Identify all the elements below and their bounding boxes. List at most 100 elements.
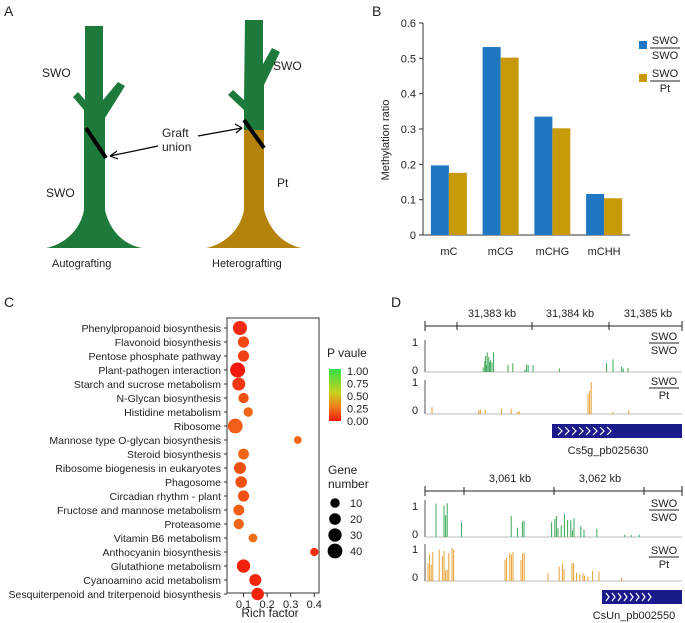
d2-t1-label-top: SWO — [651, 498, 678, 510]
b-legend-swatch-1 — [639, 41, 647, 49]
d1-gene-arrow — [606, 426, 612, 436]
autograft-tree: SWO SWO Autografting — [42, 26, 142, 270]
c-color-gradient — [329, 369, 341, 421]
d1-gene-name: Cs5g_pb025630 — [568, 445, 649, 457]
d2-gene-arrows — [605, 592, 652, 602]
b-bar — [430, 165, 449, 235]
c-dot — [230, 362, 246, 378]
c-xtick-label: 0.4 — [307, 599, 322, 611]
c-dot — [243, 407, 253, 417]
d2-t1-label-bottom: SWO — [651, 512, 678, 524]
d2-tick-label-2: 3,062 kb — [579, 473, 621, 485]
c-pathway-label: Pentose phosphate pathway — [88, 351, 221, 363]
graft-arrow-right-head — [234, 123, 243, 134]
hetero-scion — [228, 20, 280, 140]
c-size-legend-dot — [329, 513, 341, 525]
c-color-tick-label: 0.25 — [347, 404, 368, 416]
d1-t1-ymin: 0 — [412, 365, 418, 377]
c-color-tick-label: 1.00 — [347, 366, 368, 378]
b-xtick-label: mCHG — [536, 246, 570, 258]
d2-gene-name: CsUn_pb002550 — [593, 610, 676, 622]
c-dot — [233, 504, 245, 516]
d1-tick-label-2: 31,384 kb — [546, 308, 594, 320]
b-legend-1-bottom: SWO — [652, 50, 679, 62]
c-dots — [227, 320, 319, 601]
d2-t2-label-top: SWO — [651, 545, 678, 557]
b-bar — [482, 47, 501, 235]
c-dot — [293, 436, 302, 444]
d2-t2-ymin: 0 — [412, 572, 418, 584]
c-color-tick-label: 0.75 — [347, 379, 368, 391]
c-dot — [233, 518, 244, 530]
d1-tick-label-1: 31,383 kb — [468, 308, 516, 320]
c-pathway-label: Cyanoamino acid metabolism — [83, 575, 221, 587]
c-pathway-label: Fructose and mannose metabolism — [57, 505, 221, 517]
c-pathway-label: Ribosome — [174, 421, 221, 433]
d1-t2-label-top: SWO — [651, 376, 678, 388]
c-pathway-label: Phenylpropanoid biosynthesis — [81, 323, 221, 335]
c-pathway-label: Plant-pathogen interaction — [98, 365, 221, 377]
d1-t2-ymax: 1 — [412, 377, 418, 389]
d2-gene-arrow — [605, 592, 610, 602]
c-pathway-label: Phagosome — [165, 477, 221, 489]
c-pathway-label: Anthocyanin biosynthesis — [103, 547, 222, 559]
c-pathway-label: Steroid biosynthesis — [127, 449, 221, 461]
c-size-legend-dot — [330, 498, 340, 508]
c-pathway-label: Proteasome — [164, 519, 221, 531]
d1-t1-bars — [482, 352, 629, 372]
b-ytick-label: 0.2 — [401, 159, 416, 171]
auto-graft-union-line — [84, 126, 108, 160]
graft-arrow-right — [197, 127, 243, 137]
c-dot — [237, 336, 250, 348]
c-size-legend-label: 10 — [350, 498, 362, 510]
b-legend-swatch-2 — [639, 74, 647, 82]
c-dot — [232, 377, 246, 391]
panel-b-label: B — [372, 3, 381, 19]
d2-gene-arrow — [611, 592, 616, 602]
d1-t2-label-bottom: Pt — [659, 390, 669, 402]
c-xtick-label: 0.3 — [283, 599, 298, 611]
c-color-legend-title: P vaule — [327, 346, 367, 360]
d1-gene-arrows — [557, 426, 612, 436]
c-dot — [233, 462, 246, 474]
b-legend-2-bottom: Pt — [660, 83, 670, 95]
c-size-legend: 10 20 30 40 — [327, 498, 362, 559]
b-bars — [430, 47, 623, 236]
b-bar — [552, 128, 571, 235]
c-xlabel: Rich factor — [241, 606, 298, 620]
c-size-legend-title-1: Gene — [328, 463, 358, 477]
auto-bottom-label: SWO — [46, 186, 75, 200]
c-size-legend-label: 40 — [350, 546, 362, 558]
c-dot — [248, 533, 258, 543]
d2-t1-ymin: 0 — [412, 529, 418, 541]
b-ytick-label: 0 — [410, 230, 416, 242]
hetero-top-label: SWO — [273, 59, 302, 73]
c-pathway-label: Circadian rhythm - plant — [110, 491, 222, 503]
c-pathway-label: Flavonoid biosynthesis — [115, 337, 221, 349]
b-bar — [604, 198, 623, 235]
c-size-legend-label: 30 — [350, 530, 362, 542]
graft-union-line1: Graft — [162, 126, 189, 140]
hetero-graft-union-line — [242, 118, 266, 150]
d2-gene-arrow — [629, 592, 634, 602]
d1-t2-ymin: 0 — [412, 405, 418, 417]
b-ytick-label: 0.5 — [401, 53, 416, 65]
hetero-rootstock — [206, 130, 302, 248]
c-dot — [236, 559, 251, 573]
c-dot — [310, 547, 319, 557]
c-size-legend-dot — [328, 528, 342, 542]
c-dot — [249, 574, 262, 586]
b-bar — [586, 194, 605, 235]
d1-gene-arrow — [585, 426, 591, 436]
d2-gene-arrow — [617, 592, 622, 602]
b-xtick-label: mC — [440, 246, 457, 258]
c-size-legend-title-2: number — [328, 477, 369, 491]
d1-gene-arrow — [592, 426, 598, 436]
c-pathway-label: N-Glycan biosynthesis — [117, 393, 221, 405]
d1-gene-arrow — [557, 426, 563, 436]
c-pathway-label: Sesquiterpenoid and triterpenoid biosynt… — [9, 589, 221, 601]
c-pathway-label: Mannose type O-glycan biosynthesis — [49, 435, 221, 447]
d1-t1-ymax: 1 — [412, 337, 418, 349]
d2-tick-label-1: 3,061 kb — [489, 473, 531, 485]
c-axes: 0.1 0.2 0.3 0.4 — [224, 317, 322, 611]
